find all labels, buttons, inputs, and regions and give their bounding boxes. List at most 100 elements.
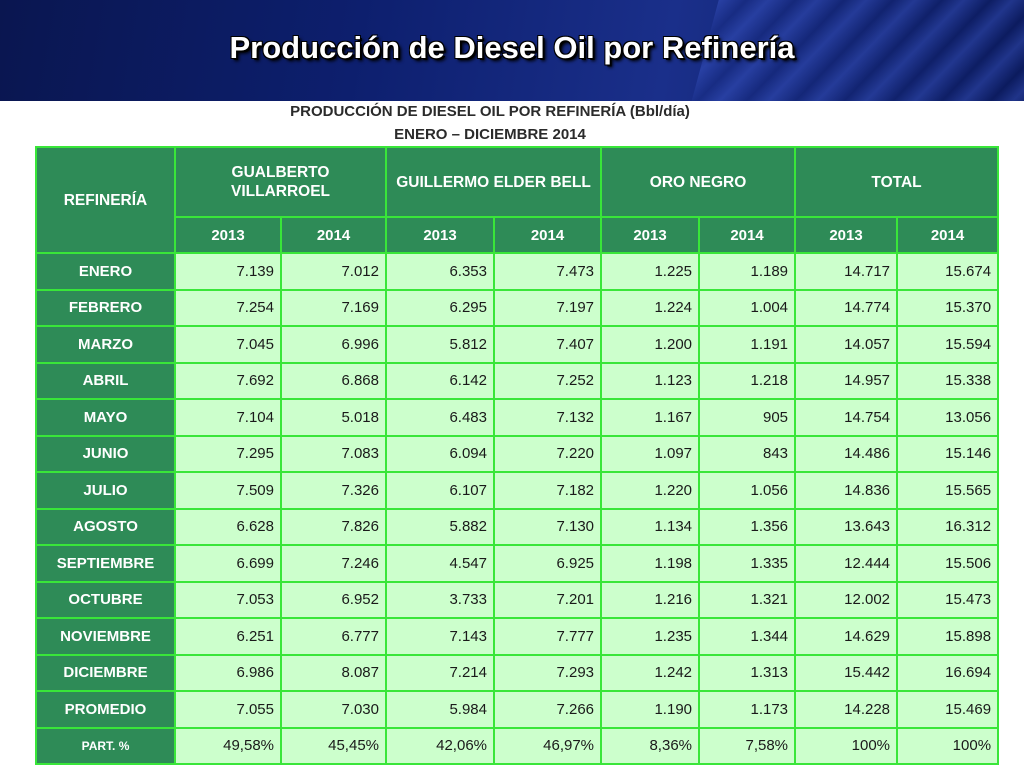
- row-label: PART. %: [35, 726, 176, 765]
- table-cell: 13.056: [896, 398, 1000, 437]
- table-cell: 16.312: [896, 507, 1000, 546]
- year-header-row: 2013 2014 2013 2014 2013 2014 2013 2014: [36, 216, 1000, 254]
- table-cell: 6.251: [174, 617, 282, 656]
- table-title: PRODUCCIÓN DE DIESEL OIL POR REFINERÍA (…: [290, 103, 690, 120]
- table-cell: 7.045: [174, 325, 282, 364]
- table-cell: 7.295: [174, 434, 282, 473]
- table-row: AGOSTO 6.628 7.826 5.882 7.130 1.134 1.356 13.6…: [35, 507, 1000, 546]
- table-cell: 5.812: [385, 325, 495, 364]
- table-cell: 1.344: [698, 617, 797, 656]
- table-cell: 7.083: [280, 434, 387, 473]
- header-gualberto-villarroel: GUALBERTO VILLARROEL: [174, 146, 387, 218]
- table-cell: 6.868: [280, 361, 387, 400]
- row-label: MAYO: [35, 398, 176, 437]
- table-cell: 905: [698, 398, 797, 437]
- production-table: REFINERÍA GUALBERTO VILLARROEL GUILLERMO…: [35, 146, 1000, 765]
- row-label: ENERO: [35, 252, 176, 291]
- header-oro-negro: ORO NEGRO: [600, 146, 797, 218]
- slide-title: Producción de Diesel Oil por Refinería: [229, 30, 795, 65]
- table-cell: 3.733: [385, 580, 495, 619]
- table-cell: 13.643: [794, 507, 899, 546]
- table-cell: 7.130: [492, 507, 603, 546]
- table-cell: 14.486: [794, 434, 899, 473]
- row-label: JUNIO: [35, 434, 176, 473]
- year-header: 2013: [174, 216, 282, 254]
- table-cell: 1.220: [600, 471, 701, 510]
- table-row: NOVIEMBRE 6.251 6.777 7.143 7.777 1.235 1.344 1…: [35, 617, 1000, 656]
- table-cell: 42,06%: [385, 726, 495, 765]
- row-label: OCTUBRE: [35, 580, 176, 619]
- table-cell: 14.629: [794, 617, 899, 656]
- header-total: TOTAL: [794, 146, 1000, 218]
- table-cell: 15.506: [896, 544, 1000, 583]
- table-cell: 843: [698, 434, 797, 473]
- table-cell: 7.053: [174, 580, 282, 619]
- group-header-row: REFINERÍA GUALBERTO VILLARROEL GUILLERMO…: [35, 146, 1000, 254]
- table-cell: 1.224: [600, 288, 701, 327]
- table-cell: 1.097: [600, 434, 701, 473]
- table-cell: 6.142: [385, 361, 495, 400]
- table-cell: 6.925: [492, 544, 603, 583]
- table-row: ENERO 7.139 7.012 6.353 7.473 1.225 1.189 14.71…: [35, 252, 1000, 291]
- table-row: OCTUBRE 7.053 6.952 3.733 7.201 1.216 1.321 12.…: [35, 580, 1000, 619]
- year-header: 2014: [698, 216, 797, 254]
- table-row: SEPTIEMBRE 6.699 7.246 4.547 6.925 1.198 1.335…: [35, 544, 1000, 583]
- table-cell: 7.509: [174, 471, 282, 510]
- table-cell: 46,97%: [492, 726, 603, 765]
- table-cell: 15.473: [896, 580, 1000, 619]
- table-cell: 7.139: [174, 252, 282, 291]
- table-row: JUNIO 7.295 7.083 6.094 7.220 1.097 843 14.486 1…: [35, 434, 1000, 473]
- table-cell: 6.777: [280, 617, 387, 656]
- table-cell: 1.173: [698, 690, 797, 729]
- table-cell: 1.134: [600, 507, 701, 546]
- table-cell: 1.216: [600, 580, 701, 619]
- table-cell: 16.694: [896, 653, 1000, 692]
- table-cell: 7.692: [174, 361, 282, 400]
- table-cell: 15.674: [896, 252, 1000, 291]
- table-cell: 7.407: [492, 325, 603, 364]
- table-cell: 14.957: [794, 361, 899, 400]
- table-row: FEBRERO 7.254 7.169 6.295 7.197 1.224 1.004 14.…: [35, 288, 1000, 327]
- table-cell: 6.107: [385, 471, 495, 510]
- table-cell: 6.996: [280, 325, 387, 364]
- table-cell: 1.313: [698, 653, 797, 692]
- table-cell: 8,36%: [600, 726, 701, 765]
- row-label: PROMEDIO: [35, 690, 176, 729]
- year-header: 2014: [896, 216, 1000, 254]
- table-cell: 1.218: [698, 361, 797, 400]
- table-cell: 7.473: [492, 252, 603, 291]
- title-banner: Producción de Diesel Oil por Refinería: [0, 0, 1024, 101]
- table-cell: 1.242: [600, 653, 701, 692]
- table-cell: 1.356: [698, 507, 797, 546]
- table-cell: 7.201: [492, 580, 603, 619]
- table-cell: 45,45%: [280, 726, 387, 765]
- year-header: 2013: [794, 216, 899, 254]
- table-cell: 1.167: [600, 398, 701, 437]
- table-cell: 7.012: [280, 252, 387, 291]
- table-cell: 7.055: [174, 690, 282, 729]
- table-row: PART. % 49,58% 45,45% 42,06% 46,97% 8,36% 7,58…: [35, 726, 1000, 765]
- table-subtitle: ENERO – DICIEMBRE 2014: [394, 126, 586, 143]
- table-cell: 1.190: [600, 690, 701, 729]
- table-cell: 1.200: [600, 325, 701, 364]
- table-cell: 7.197: [492, 288, 603, 327]
- table-cell: 8.087: [280, 653, 387, 692]
- table-cell: 5.984: [385, 690, 495, 729]
- table-cell: 5.018: [280, 398, 387, 437]
- table-cell: 15.565: [896, 471, 1000, 510]
- table-cell: 7.220: [492, 434, 603, 473]
- table-cell: 4.547: [385, 544, 495, 583]
- table-cell: 100%: [794, 726, 899, 765]
- year-header: 2014: [280, 216, 387, 254]
- row-label: DICIEMBRE: [35, 653, 176, 692]
- table-cell: 14.057: [794, 325, 899, 364]
- table-cell: 6.483: [385, 398, 495, 437]
- table-cell: 7.182: [492, 471, 603, 510]
- row-label: MARZO: [35, 325, 176, 364]
- row-label: AGOSTO: [35, 507, 176, 546]
- row-label: NOVIEMBRE: [35, 617, 176, 656]
- table-cell: 7.169: [280, 288, 387, 327]
- table-cell: 6.628: [174, 507, 282, 546]
- table-cell: 1.056: [698, 471, 797, 510]
- table-cell: 15.338: [896, 361, 1000, 400]
